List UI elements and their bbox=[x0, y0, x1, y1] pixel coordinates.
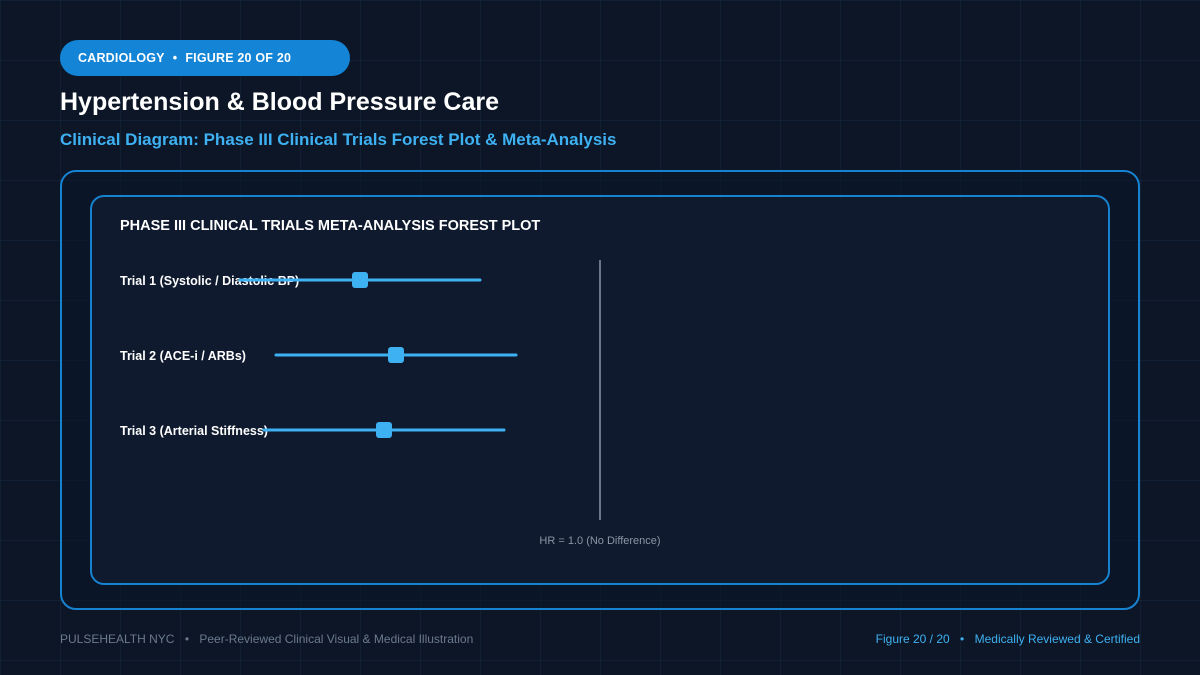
reference-label: HR = 1.0 (No Difference) bbox=[539, 535, 660, 547]
footer-tagline: Peer-Reviewed Clinical Visual & Medical … bbox=[199, 632, 474, 646]
footer-left: PULSEHEALTH NYC • Peer-Reviewed Clinical… bbox=[60, 632, 473, 646]
point-estimate-marker bbox=[352, 272, 368, 288]
figure-label: FIGURE 20 OF 20 bbox=[185, 51, 292, 65]
point-estimate-marker bbox=[376, 422, 392, 438]
trial-label: Trial 1 (Systolic / Diastolic BP) bbox=[120, 274, 299, 288]
footer-separator: • bbox=[184, 632, 190, 646]
badge-separator: • bbox=[172, 51, 178, 65]
point-estimate-marker bbox=[388, 347, 404, 363]
page-subtitle: Clinical Diagram: Phase III Clinical Tri… bbox=[60, 130, 617, 149]
footer-right: Figure 20 / 20 • Medically Reviewed & Ce… bbox=[876, 632, 1140, 646]
chart-title: PHASE III CLINICAL TRIALS META-ANALYSIS … bbox=[120, 218, 540, 234]
footer-certification: Medically Reviewed & Certified bbox=[974, 632, 1140, 646]
footer-figure-counter: Figure 20 / 20 bbox=[875, 632, 950, 646]
footer-brand: PULSEHEALTH NYC bbox=[60, 632, 175, 646]
footer-separator: • bbox=[960, 632, 965, 646]
page-title: Hypertension & Blood Pressure Care bbox=[60, 88, 500, 116]
category-badge: CARDIOLOGY • FIGURE 20 OF 20 bbox=[60, 40, 350, 76]
trial-label: Trial 3 (Arterial Stiffness) bbox=[120, 424, 268, 438]
trial-label: Trial 2 (ACE-i / ARBs) bbox=[120, 349, 246, 363]
specialty-label: CARDIOLOGY bbox=[78, 51, 165, 65]
